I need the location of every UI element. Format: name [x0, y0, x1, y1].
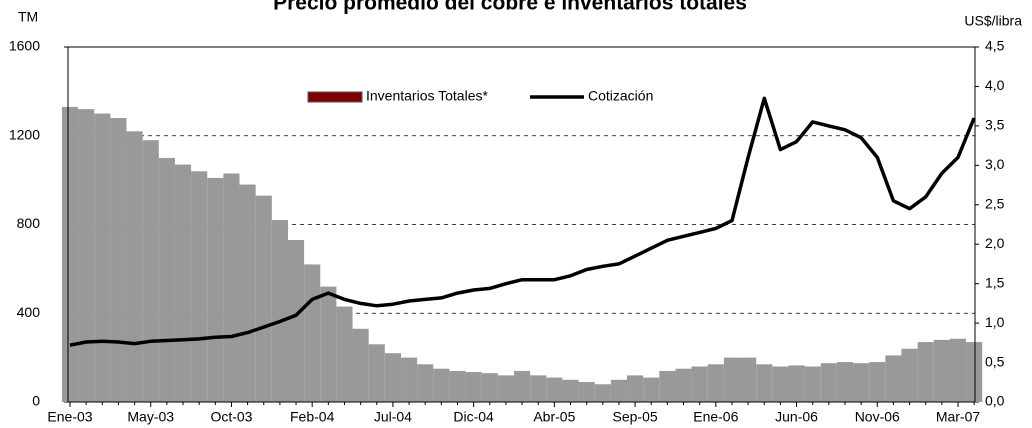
price-line: [69, 96, 976, 347]
bar: [723, 357, 741, 402]
bar: [885, 355, 902, 402]
y2-tick-label: 3,0: [985, 156, 1005, 172]
y-tick-label: 1200: [9, 126, 40, 142]
bar: [869, 362, 886, 402]
bar: [675, 368, 692, 402]
bar: [578, 382, 595, 402]
bar: [933, 339, 950, 402]
bar: [853, 363, 870, 402]
bar: [740, 357, 757, 402]
bar: [352, 328, 369, 402]
bar: [546, 377, 563, 402]
bar: [271, 220, 288, 402]
y2-tick-label: 3,5: [985, 117, 1005, 133]
bar: [627, 375, 644, 402]
bar: [336, 306, 353, 402]
bar: [78, 109, 95, 402]
bar: [400, 357, 418, 402]
bar: [594, 384, 611, 402]
bar: [433, 368, 450, 402]
bar: [804, 366, 821, 402]
x-tick-label: Ene-06: [693, 409, 738, 425]
bar: [514, 370, 531, 402]
x-tick-label: Jun-06: [775, 409, 818, 425]
bar: [384, 353, 401, 402]
bar: [255, 195, 272, 402]
bar: [239, 184, 256, 402]
bar: [320, 286, 337, 402]
bar: [174, 164, 192, 402]
bar: [126, 131, 143, 402]
bar: [756, 364, 773, 402]
bar: [142, 140, 159, 402]
bar: [207, 177, 224, 402]
bar: [368, 344, 385, 402]
legend-swatch: [307, 91, 363, 103]
bar: [820, 363, 837, 402]
y2-tick-label: 0,5: [985, 353, 1005, 369]
x-tick-label: Ene-03: [47, 409, 92, 425]
x-tick-label: Nov-06: [855, 409, 900, 425]
bar: [772, 366, 789, 402]
y2-tick-label: 1,5: [985, 274, 1005, 290]
bar: [917, 342, 934, 402]
bar: [949, 338, 967, 402]
bar: [707, 364, 724, 402]
x-tick-label: Feb-04: [290, 409, 335, 425]
bar: [788, 365, 805, 402]
y-tick-label: 1600: [9, 38, 40, 54]
x-tick-label: Dic-04: [453, 409, 494, 425]
bar: [481, 373, 498, 402]
bar: [497, 375, 514, 402]
bar: [223, 173, 240, 402]
chart-title: Precio promedio del cobre e inventarios …: [273, 0, 747, 15]
y2-tick-label: 2,0: [985, 235, 1005, 251]
x-tick-label: Sep-05: [613, 409, 658, 425]
bar: [191, 171, 208, 402]
y2-axis-label: US$/libra: [964, 13, 1022, 29]
bar: [610, 379, 628, 402]
bar: [966, 342, 983, 402]
x-tick-label: Mar-07: [936, 409, 981, 425]
bar: [562, 379, 579, 402]
bar: [643, 377, 660, 402]
y-axis-label: TM: [18, 9, 38, 25]
bar: [94, 113, 111, 402]
legend-label: Inventarios Totales*: [366, 88, 488, 104]
y-tick-label: 0: [32, 393, 40, 409]
bar: [901, 348, 918, 402]
y2-tick-label: 4,0: [985, 77, 1005, 93]
y-tick-label: 400: [17, 304, 41, 320]
bar: [659, 370, 676, 402]
bar: [465, 372, 482, 402]
bar: [417, 364, 434, 402]
legend-label: Cotización: [588, 88, 653, 104]
bar: [304, 264, 321, 402]
bar: [61, 106, 79, 402]
y2-tick-label: 0,0: [985, 393, 1005, 409]
bar: [449, 370, 466, 402]
x-tick-label: Jul-04: [374, 409, 412, 425]
bar: [530, 375, 547, 402]
y-tick-label: 800: [17, 215, 41, 231]
x-tick-label: Abr-05: [533, 409, 575, 425]
bar: [110, 118, 127, 402]
y2-tick-label: 2,5: [985, 195, 1005, 211]
bar: [836, 362, 854, 402]
bar: [287, 240, 305, 402]
y2-tick-label: 4,5: [985, 38, 1005, 54]
bar: [158, 157, 175, 402]
y2-tick-label: 1,0: [985, 314, 1005, 330]
bar: [691, 366, 708, 402]
x-tick-label: Oct-03: [210, 409, 252, 425]
x-tick-label: May-03: [127, 409, 174, 425]
